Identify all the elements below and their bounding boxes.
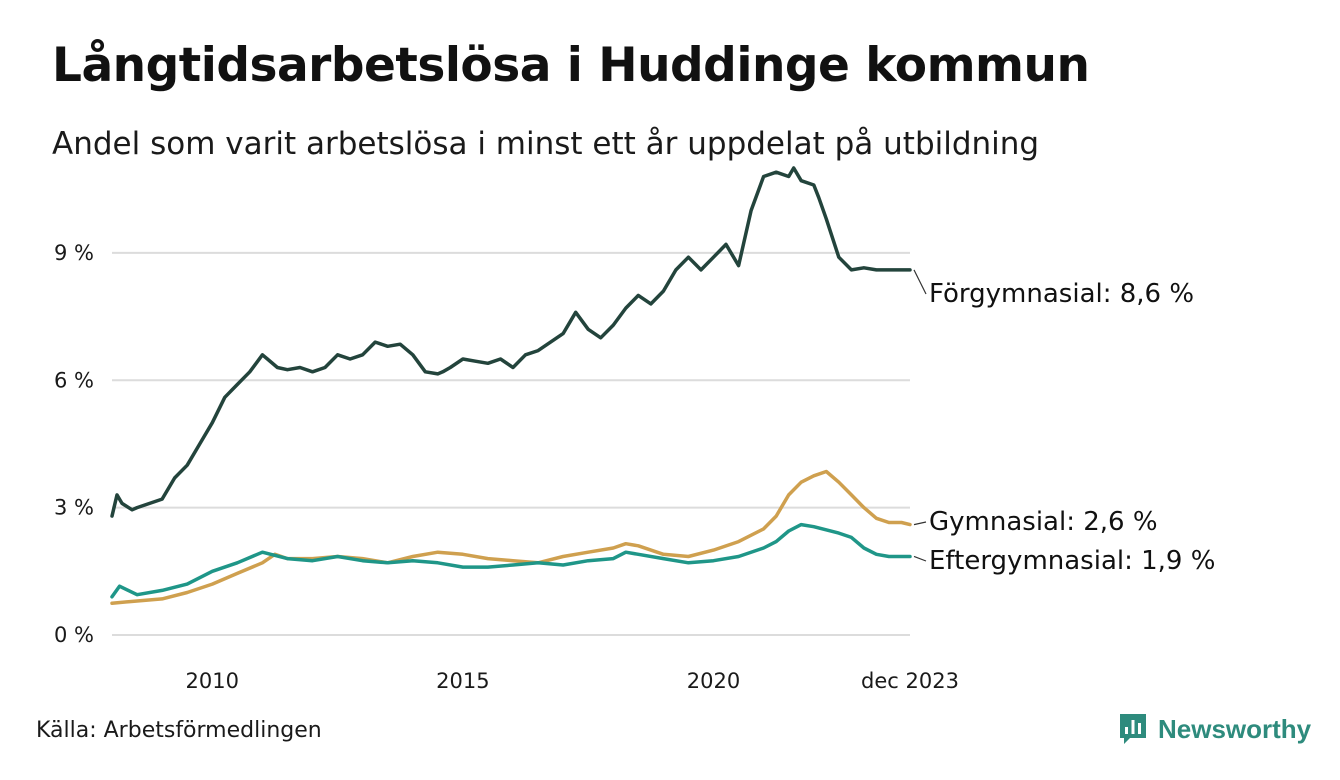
series-line-förgymnasial — [110, 166, 912, 518]
x-tick-label: 2010 — [186, 669, 239, 693]
label-connector — [913, 555, 927, 562]
series-line-gymnasial — [110, 469, 912, 605]
gridlines — [112, 251, 910, 636]
label-connector — [913, 521, 927, 526]
series-end-label: Eftergymnasial: 1,9 % — [929, 546, 1215, 576]
y-tick-label: 0 % — [54, 623, 94, 647]
x-tick-label: 2015 — [436, 669, 489, 693]
brand-name: Newsworthy — [1158, 713, 1312, 744]
brand-logo[interactable]: Newsworthy — [1118, 712, 1311, 746]
source-note: Källa: Arbetsförmedlingen — [36, 718, 322, 743]
x-tick-label: dec 2023 — [861, 669, 959, 693]
series-lines — [110, 166, 912, 605]
newsworthy-logo-icon — [1120, 714, 1146, 744]
x-axis-ticks: 2010 2015 2020 dec 2023 — [186, 669, 959, 693]
chart-subtitle: Andel som varit arbetslösa i minst ett å… — [52, 126, 1040, 162]
series-end-label: Förgymnasial: 8,6 % — [929, 279, 1194, 309]
y-tick-label: 9 % — [54, 241, 94, 265]
label-connector — [913, 269, 927, 295]
chart-title: Långtidsarbetslösa i Huddinge kommun — [52, 38, 1090, 93]
y-axis-ticks: 0 % 3 % 6 % 9 % — [54, 241, 94, 647]
series-end-label: Gymnasial: 2,6 % — [929, 507, 1158, 537]
y-tick-label: 6 % — [54, 368, 94, 392]
x-tick-label: 2020 — [687, 669, 740, 693]
series-line-eftergymnasial — [110, 522, 912, 599]
y-tick-label: 3 % — [54, 496, 94, 520]
series-end-labels: Förgymnasial: 8,6 % Gymnasial: 2,6 % Efter… — [913, 269, 1215, 576]
